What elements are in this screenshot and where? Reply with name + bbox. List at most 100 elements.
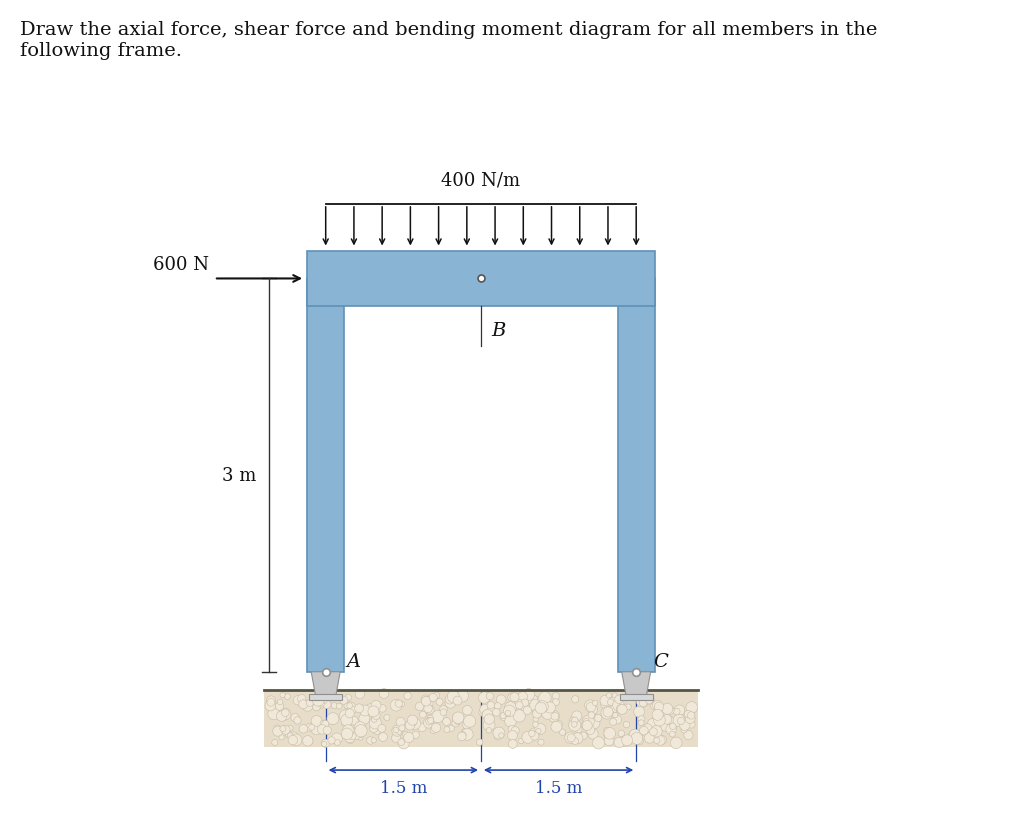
Circle shape (290, 734, 302, 746)
Circle shape (666, 724, 677, 735)
Circle shape (398, 738, 410, 749)
Circle shape (368, 706, 379, 717)
Circle shape (372, 717, 377, 723)
Circle shape (527, 695, 538, 705)
Circle shape (571, 717, 579, 724)
Circle shape (317, 724, 327, 734)
Circle shape (600, 696, 610, 706)
Circle shape (344, 732, 355, 743)
Circle shape (354, 704, 364, 713)
Circle shape (355, 690, 365, 699)
Circle shape (457, 690, 469, 702)
Circle shape (511, 727, 519, 735)
Circle shape (508, 693, 517, 702)
Circle shape (551, 721, 562, 733)
Circle shape (328, 715, 334, 721)
Circle shape (458, 732, 466, 741)
Circle shape (537, 700, 548, 713)
Circle shape (418, 724, 426, 732)
Circle shape (601, 700, 609, 709)
Circle shape (534, 716, 539, 722)
Circle shape (436, 699, 443, 705)
Circle shape (349, 733, 356, 740)
Circle shape (486, 728, 492, 734)
Circle shape (321, 720, 327, 727)
Circle shape (552, 699, 559, 706)
Circle shape (463, 705, 472, 715)
Circle shape (392, 725, 402, 736)
Circle shape (497, 695, 506, 705)
Circle shape (341, 728, 353, 739)
Circle shape (552, 692, 559, 700)
Circle shape (624, 721, 630, 728)
Circle shape (545, 710, 551, 716)
Circle shape (671, 737, 682, 748)
Circle shape (306, 724, 314, 731)
Circle shape (508, 725, 516, 734)
Circle shape (638, 730, 643, 736)
Circle shape (279, 734, 285, 740)
Circle shape (583, 719, 594, 730)
Circle shape (312, 704, 321, 711)
Circle shape (586, 726, 595, 734)
Text: 3 m: 3 m (222, 466, 256, 485)
Circle shape (291, 714, 299, 722)
Circle shape (345, 702, 355, 712)
Circle shape (354, 722, 366, 733)
Circle shape (331, 703, 338, 709)
Bar (617, 280, 654, 672)
Circle shape (366, 704, 376, 715)
Circle shape (584, 719, 589, 724)
Circle shape (535, 724, 546, 734)
Circle shape (278, 700, 283, 705)
Circle shape (626, 704, 631, 710)
Circle shape (495, 703, 501, 710)
Circle shape (614, 696, 624, 704)
Circle shape (639, 692, 649, 702)
Circle shape (604, 728, 615, 739)
Circle shape (371, 738, 377, 743)
Circle shape (372, 711, 380, 719)
Circle shape (505, 715, 516, 727)
Circle shape (601, 707, 613, 719)
Circle shape (612, 700, 624, 711)
Circle shape (293, 696, 303, 705)
Circle shape (464, 715, 476, 728)
Circle shape (535, 707, 544, 716)
Circle shape (476, 739, 483, 745)
Circle shape (288, 735, 298, 745)
Circle shape (453, 696, 462, 705)
Circle shape (378, 724, 386, 733)
Circle shape (393, 728, 398, 733)
Circle shape (662, 704, 673, 715)
Circle shape (622, 735, 633, 746)
Circle shape (536, 702, 547, 714)
Circle shape (424, 705, 432, 713)
Bar (620, 694, 652, 700)
Circle shape (272, 726, 283, 736)
Circle shape (322, 698, 328, 704)
Circle shape (298, 695, 306, 703)
Circle shape (607, 699, 614, 705)
Circle shape (510, 693, 519, 702)
Circle shape (616, 705, 626, 714)
Circle shape (421, 696, 431, 706)
Text: 600 N: 600 N (153, 256, 209, 274)
Circle shape (371, 700, 381, 710)
Circle shape (631, 733, 643, 744)
Circle shape (433, 692, 439, 699)
Circle shape (370, 724, 378, 733)
Circle shape (322, 720, 329, 728)
Circle shape (267, 699, 274, 706)
Circle shape (390, 700, 402, 711)
Circle shape (595, 715, 602, 722)
Bar (307, 251, 654, 307)
Circle shape (409, 718, 421, 729)
Circle shape (609, 719, 616, 725)
Circle shape (427, 715, 433, 721)
Circle shape (281, 729, 288, 736)
Circle shape (398, 725, 406, 731)
Circle shape (586, 702, 596, 712)
Bar (309, 694, 342, 700)
Circle shape (330, 719, 336, 725)
